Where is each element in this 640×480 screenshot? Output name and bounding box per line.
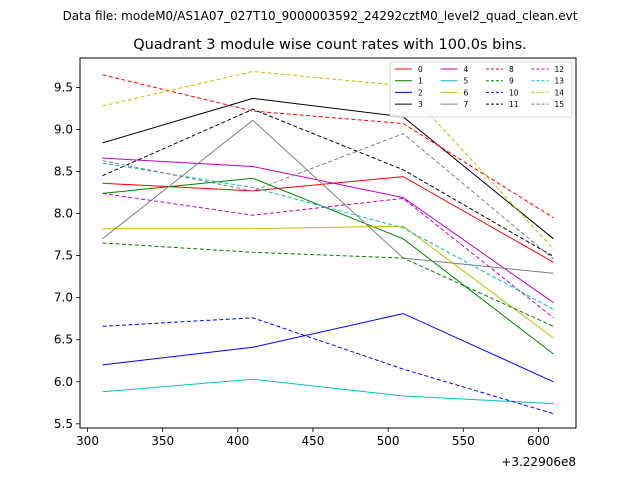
series-line-6 [102, 225, 554, 339]
series-line-3 [102, 97, 554, 240]
y-tick-label: 9.0 [54, 122, 73, 136]
y-tick-label: 7.0 [54, 291, 73, 305]
plot-frame [79, 57, 577, 429]
legend-label-15: 15 [555, 100, 565, 109]
y-tick-label: 7.5 [54, 249, 73, 263]
series-line-12 [102, 192, 554, 319]
legend-label-12: 12 [555, 65, 565, 74]
series-line-9 [102, 242, 554, 327]
series-line-11 [102, 108, 554, 257]
x-tick-label: 400 [226, 434, 249, 448]
legend-label-1: 1 [418, 77, 423, 86]
legend-label-10: 10 [509, 88, 519, 97]
legend-label-3: 3 [418, 100, 423, 109]
series-line-13 [102, 162, 554, 310]
series-line-4 [102, 157, 554, 304]
series-line-1 [102, 177, 554, 355]
y-tick-label: 9.5 [54, 80, 73, 94]
x-tick-label: 350 [151, 434, 174, 448]
y-tick-label: 5.5 [54, 417, 73, 431]
legend-frame [389, 61, 573, 118]
x-offset-label: +3.22906e8 [501, 455, 576, 469]
legend-label-0: 0 [418, 65, 423, 74]
y-axis: 5.5 6.0 6.5 7.0 7.5 8.0 8.5 9.0 9.5 [54, 80, 80, 431]
y-tick-label: 8.0 [54, 207, 73, 221]
series-line-15 [102, 133, 554, 260]
legend-label-9: 9 [509, 77, 514, 86]
x-tick-label: 500 [377, 434, 400, 448]
legend-label-13: 13 [555, 77, 565, 86]
data-file-suptitle: Data file: modeM0/AS1A07_027T10_90000035… [63, 9, 578, 23]
x-tick-label: 600 [527, 434, 550, 448]
legend-label-5: 5 [464, 77, 469, 86]
series-line-0 [102, 176, 554, 263]
legend-label-4: 4 [464, 65, 469, 74]
series-layer [102, 70, 554, 415]
x-tick-label: 550 [452, 434, 475, 448]
series-line-8 [102, 74, 554, 219]
legend-label-2: 2 [418, 88, 423, 97]
series-line-7 [102, 119, 554, 274]
series-line-10 [102, 317, 554, 415]
series-line-5 [102, 378, 554, 405]
x-axis: 300 350 400 450 500 550 600 [76, 428, 550, 448]
legend-label-7: 7 [464, 100, 469, 109]
y-tick-label: 8.5 [54, 165, 73, 179]
legend-label-8: 8 [509, 65, 514, 74]
y-tick-label: 6.5 [54, 333, 73, 347]
x-tick-label: 300 [76, 434, 99, 448]
chart-title: Quadrant 3 module wise count rates with … [133, 37, 527, 53]
series-line-14 [102, 70, 554, 250]
x-tick-label: 450 [302, 434, 325, 448]
legend-label-6: 6 [464, 88, 469, 97]
legend-label-11: 11 [509, 100, 519, 109]
y-tick-label: 6.0 [54, 375, 73, 389]
legend-label-14: 14 [555, 88, 565, 97]
series-line-2 [102, 313, 554, 383]
